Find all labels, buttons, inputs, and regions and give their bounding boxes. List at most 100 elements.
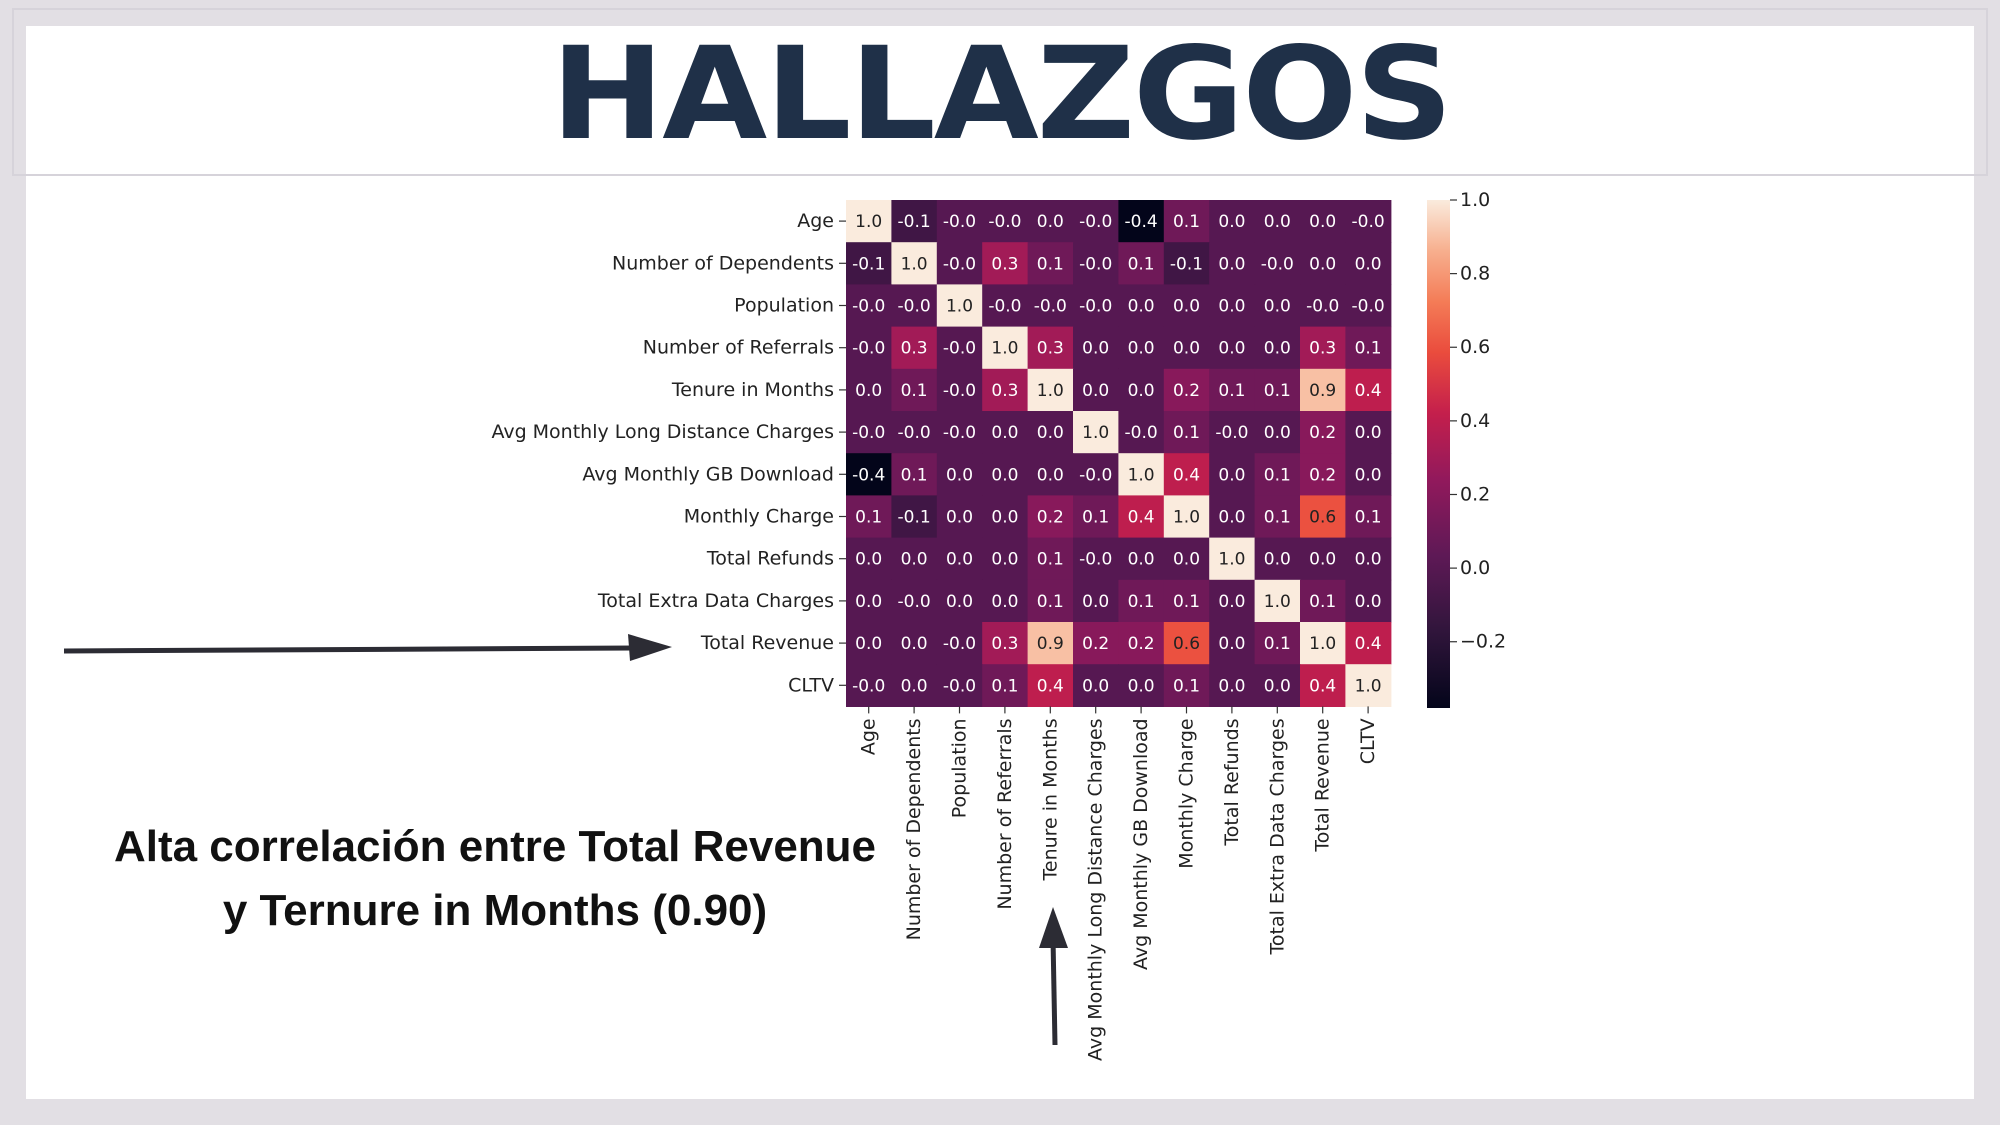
cell-value-label: 0.0	[1264, 212, 1291, 232]
colorbar-tick-label: 0.4	[1460, 410, 1490, 432]
cell-value-label: 0.1	[1037, 254, 1064, 274]
heatmap-cell	[1300, 242, 1346, 285]
cell-value-label: 0.1	[1128, 254, 1155, 274]
heatmap-cell	[1209, 537, 1256, 581]
cell-value-label: -0.0	[898, 297, 931, 317]
heatmap-cell	[1073, 579, 1119, 623]
cell-value-label: 0.0	[1218, 508, 1245, 528]
cell-value-label: 0.0	[1218, 634, 1245, 654]
cell-value-label: 0.1	[1037, 592, 1064, 612]
cell-value-label: 0.1	[1173, 212, 1200, 232]
heatmap-cell	[1073, 368, 1119, 412]
heatmap-cell	[1300, 453, 1346, 496]
heatmap-cell	[891, 453, 938, 496]
cell-value-label: 0.0	[1173, 297, 1200, 317]
heatmap-cell	[1209, 453, 1256, 496]
heatmap-cell	[1027, 200, 1074, 243]
x-axis: Age Number of Dependents Population Number …	[858, 706, 1379, 1061]
cell-value-label: 0.0	[1355, 254, 1382, 274]
y-label-total-extra-data-charges: Total Extra Data Charges	[597, 590, 834, 612]
cell-value-label: -0.0	[943, 254, 976, 274]
colorbar-tick-label: 0.8	[1460, 263, 1490, 285]
cell-value-label: 1.0	[1309, 634, 1336, 654]
heatmap-cell	[1163, 495, 1210, 539]
heatmap-cell	[1345, 579, 1392, 623]
cell-value-label: -0.0	[988, 212, 1021, 232]
cell-value-label: 0.0	[1264, 297, 1291, 317]
cell-value-label: 0.1	[901, 465, 928, 485]
cell-value-label: 0.3	[991, 254, 1018, 274]
heatmap-cell	[846, 200, 892, 243]
cell-value-label: 0.0	[1264, 676, 1291, 696]
cell-value-label: 0.9	[1309, 381, 1336, 401]
colorbar-tick-label: 0.2	[1460, 483, 1490, 505]
heatmap-cell	[1209, 200, 1256, 243]
cell-value-label: -0.0	[1261, 254, 1294, 274]
heatmap-cell	[1300, 622, 1346, 665]
cell-value-label: 1.0	[946, 297, 973, 317]
caption-line-1: Alta correlación entre Total Revenue	[113, 822, 877, 871]
arrow-total-revenue-head	[628, 634, 672, 661]
cell-value-label: 0.0	[1082, 381, 1109, 401]
heatmap-cell	[982, 242, 1029, 285]
colorbar-tick-label: −0.2	[1460, 631, 1506, 653]
heatmap-cell	[1163, 326, 1210, 370]
heatmap-cell	[936, 200, 983, 243]
heatmap-cell	[1209, 664, 1256, 707]
heatmap-cell	[846, 284, 892, 328]
cell-value-label: 0.0	[1264, 550, 1291, 570]
heatmap-cell	[936, 664, 983, 707]
cell-value-label: 0.1	[1128, 592, 1155, 612]
cell-value-label: 0.1	[1218, 381, 1245, 401]
heatmap-cell	[1254, 242, 1301, 285]
heatmap-cell	[1118, 200, 1165, 243]
heatmap-cell	[1118, 664, 1165, 707]
heatmap-cell	[1027, 622, 1074, 665]
cell-value-label: -0.0	[988, 297, 1021, 317]
cell-value-label: 0.1	[1309, 592, 1336, 612]
heatmap-cell	[1073, 200, 1119, 243]
cell-value-label: 0.0	[946, 550, 973, 570]
heatmap-cell	[1254, 495, 1301, 539]
cell-value-label: 0.0	[991, 508, 1018, 528]
cell-value-label: -0.0	[1079, 297, 1112, 317]
heatmap-cell	[1254, 368, 1301, 412]
heatmap-cell	[1073, 453, 1119, 496]
heatmap-cell	[1027, 326, 1074, 370]
cell-value-label: -0.0	[943, 423, 976, 443]
heatmap-cell	[1118, 284, 1165, 328]
cell-value-label: -0.4	[1125, 212, 1158, 232]
cell-value-label: 0.0	[1355, 465, 1382, 485]
heatmap-cell	[846, 579, 892, 623]
cell-value-label: 0.0	[1218, 254, 1245, 274]
cell-value-label: 1.0	[1082, 423, 1109, 443]
colorbar-tick-label: 0.6	[1460, 336, 1490, 358]
y-axis: Age Number of Dependents Population Number …	[491, 210, 846, 696]
heatmap-cell	[982, 326, 1029, 370]
annotation-arrows	[63, 634, 1068, 1046]
cell-value-label: 0.3	[991, 634, 1018, 654]
heatmap-cell	[1300, 284, 1346, 328]
heatmap-cell	[1209, 284, 1256, 328]
cell-value-label: -0.0	[852, 297, 885, 317]
cell-value-label: -0.0	[1125, 423, 1158, 443]
y-label-avg-monthly-gb-download: Avg Monthly GB Download	[582, 463, 834, 485]
cell-value-label: 0.4	[1355, 634, 1382, 654]
cell-value-label: -0.0	[943, 634, 976, 654]
heatmap-cell	[1209, 622, 1256, 665]
cell-value-label: 1.0	[855, 212, 882, 232]
heatmap-cell	[846, 411, 892, 454]
cell-value-label: -0.0	[1352, 297, 1385, 317]
cell-value-label: -0.0	[943, 381, 976, 401]
heatmap-cell	[1300, 664, 1346, 707]
heatmap-cell	[982, 368, 1029, 412]
cell-value-label: 0.1	[1173, 423, 1200, 443]
cell-value-label: -0.4	[852, 465, 885, 485]
heatmap-cell	[982, 664, 1029, 707]
cell-value-label: 0.1	[1173, 592, 1200, 612]
heatmap-cell	[1163, 537, 1210, 581]
heatmap-cell	[846, 537, 892, 581]
cell-value-label: 0.0	[991, 550, 1018, 570]
cell-value-label: 0.0	[1128, 297, 1155, 317]
